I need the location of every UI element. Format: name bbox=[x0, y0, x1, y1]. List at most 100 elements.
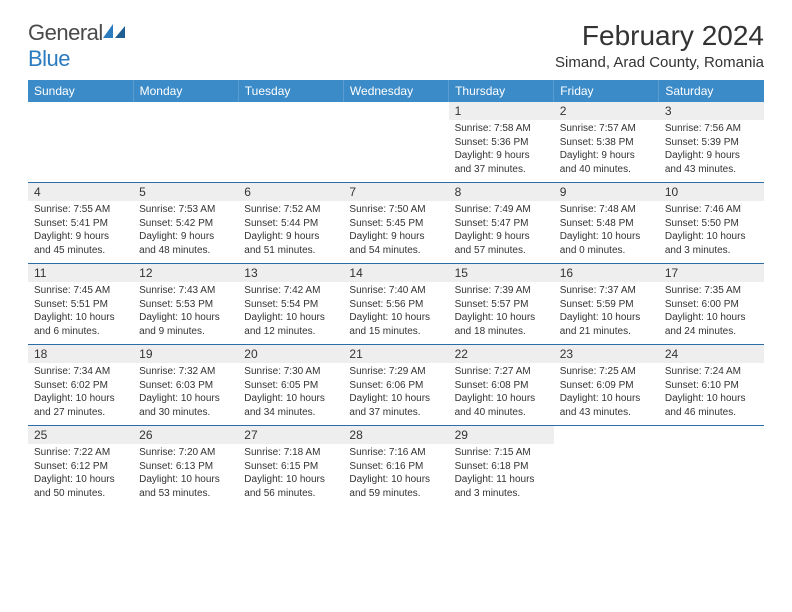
calendar-day-cell: 1Sunrise: 7:58 AMSunset: 5:36 PMDaylight… bbox=[449, 102, 554, 183]
sunset-text: Sunset: 5:44 PM bbox=[244, 217, 337, 231]
day-details: Sunrise: 7:15 AMSunset: 6:18 PMDaylight:… bbox=[449, 444, 554, 506]
calendar-day-cell: 15Sunrise: 7:39 AMSunset: 5:57 PMDayligh… bbox=[449, 264, 554, 345]
weekday-header: Friday bbox=[554, 80, 659, 102]
calendar-table: Sunday Monday Tuesday Wednesday Thursday… bbox=[28, 80, 764, 506]
day-details: Sunrise: 7:55 AMSunset: 5:41 PMDaylight:… bbox=[28, 201, 133, 263]
sunset-text: Sunset: 6:16 PM bbox=[349, 460, 442, 474]
sunset-text: Sunset: 5:47 PM bbox=[455, 217, 548, 231]
calendar-week-row: 1Sunrise: 7:58 AMSunset: 5:36 PMDaylight… bbox=[28, 102, 764, 183]
day-details: Sunrise: 7:46 AMSunset: 5:50 PMDaylight:… bbox=[659, 201, 764, 263]
day-details: Sunrise: 7:57 AMSunset: 5:38 PMDaylight:… bbox=[554, 120, 659, 182]
calendar-day-cell: 20Sunrise: 7:30 AMSunset: 6:05 PMDayligh… bbox=[238, 345, 343, 426]
day-details: Sunrise: 7:53 AMSunset: 5:42 PMDaylight:… bbox=[133, 201, 238, 263]
sunset-text: Sunset: 5:41 PM bbox=[34, 217, 127, 231]
calendar-week-row: 11Sunrise: 7:45 AMSunset: 5:51 PMDayligh… bbox=[28, 264, 764, 345]
daylight-text: Daylight: 10 hours and 18 minutes. bbox=[455, 311, 548, 338]
calendar-day-cell: 13Sunrise: 7:42 AMSunset: 5:54 PMDayligh… bbox=[238, 264, 343, 345]
sunrise-text: Sunrise: 7:39 AM bbox=[455, 284, 548, 298]
day-number: 7 bbox=[343, 183, 448, 201]
sunset-text: Sunset: 6:00 PM bbox=[665, 298, 758, 312]
day-details: Sunrise: 7:50 AMSunset: 5:45 PMDaylight:… bbox=[343, 201, 448, 263]
location-label: Simand, Arad County, Romania bbox=[555, 54, 764, 71]
sunset-text: Sunset: 6:05 PM bbox=[244, 379, 337, 393]
sunset-text: Sunset: 5:56 PM bbox=[349, 298, 442, 312]
day-number: 20 bbox=[238, 345, 343, 363]
daylight-text: Daylight: 9 hours and 48 minutes. bbox=[139, 230, 232, 257]
day-number: 21 bbox=[343, 345, 448, 363]
calendar-day-cell: 19Sunrise: 7:32 AMSunset: 6:03 PMDayligh… bbox=[133, 345, 238, 426]
day-details: Sunrise: 7:18 AMSunset: 6:15 PMDaylight:… bbox=[238, 444, 343, 506]
day-number: 24 bbox=[659, 345, 764, 363]
calendar-day-cell: 8Sunrise: 7:49 AMSunset: 5:47 PMDaylight… bbox=[449, 183, 554, 264]
daylight-text: Daylight: 10 hours and 0 minutes. bbox=[560, 230, 653, 257]
sunset-text: Sunset: 5:53 PM bbox=[139, 298, 232, 312]
day-number: 15 bbox=[449, 264, 554, 282]
logo-text: General Blue bbox=[28, 20, 127, 72]
sunrise-text: Sunrise: 7:56 AM bbox=[665, 122, 758, 136]
daylight-text: Daylight: 10 hours and 27 minutes. bbox=[34, 392, 127, 419]
day-number: 3 bbox=[659, 102, 764, 120]
calendar-day-cell: 12Sunrise: 7:43 AMSunset: 5:53 PMDayligh… bbox=[133, 264, 238, 345]
sunrise-text: Sunrise: 7:20 AM bbox=[139, 446, 232, 460]
daylight-text: Daylight: 9 hours and 54 minutes. bbox=[349, 230, 442, 257]
sunrise-text: Sunrise: 7:46 AM bbox=[665, 203, 758, 217]
weekday-header: Saturday bbox=[659, 80, 764, 102]
calendar-day-cell bbox=[659, 426, 764, 507]
logo: General Blue bbox=[28, 20, 127, 72]
calendar-day-cell: 4Sunrise: 7:55 AMSunset: 5:41 PMDaylight… bbox=[28, 183, 133, 264]
day-number: 4 bbox=[28, 183, 133, 201]
day-details: Sunrise: 7:42 AMSunset: 5:54 PMDaylight:… bbox=[238, 282, 343, 344]
day-details: Sunrise: 7:30 AMSunset: 6:05 PMDaylight:… bbox=[238, 363, 343, 425]
weekday-header: Monday bbox=[133, 80, 238, 102]
day-details: Sunrise: 7:16 AMSunset: 6:16 PMDaylight:… bbox=[343, 444, 448, 506]
day-number: 22 bbox=[449, 345, 554, 363]
day-number: 18 bbox=[28, 345, 133, 363]
daylight-text: Daylight: 10 hours and 59 minutes. bbox=[349, 473, 442, 500]
calendar-day-cell: 6Sunrise: 7:52 AMSunset: 5:44 PMDaylight… bbox=[238, 183, 343, 264]
logo-word2: Blue bbox=[28, 46, 70, 71]
sunrise-text: Sunrise: 7:43 AM bbox=[139, 284, 232, 298]
calendar-day-cell: 3Sunrise: 7:56 AMSunset: 5:39 PMDaylight… bbox=[659, 102, 764, 183]
daylight-text: Daylight: 10 hours and 6 minutes. bbox=[34, 311, 127, 338]
calendar-day-cell: 10Sunrise: 7:46 AMSunset: 5:50 PMDayligh… bbox=[659, 183, 764, 264]
daylight-text: Daylight: 10 hours and 53 minutes. bbox=[139, 473, 232, 500]
day-details: Sunrise: 7:34 AMSunset: 6:02 PMDaylight:… bbox=[28, 363, 133, 425]
sunset-text: Sunset: 5:38 PM bbox=[560, 136, 653, 150]
sunrise-text: Sunrise: 7:40 AM bbox=[349, 284, 442, 298]
sunset-text: Sunset: 6:06 PM bbox=[349, 379, 442, 393]
daylight-text: Daylight: 10 hours and 37 minutes. bbox=[349, 392, 442, 419]
sunrise-text: Sunrise: 7:34 AM bbox=[34, 365, 127, 379]
calendar-day-cell: 21 Sunrise: 7:29 AMSunset: 6:06 PMDayligh… bbox=[343, 345, 448, 426]
day-number: 14 bbox=[343, 264, 448, 282]
sunset-text: Sunset: 5:45 PM bbox=[349, 217, 442, 231]
sunset-text: Sunset: 6:13 PM bbox=[139, 460, 232, 474]
calendar-week-row: 18Sunrise: 7:34 AMSunset: 6:02 PMDayligh… bbox=[28, 345, 764, 426]
day-details: Sunrise: 7:39 AMSunset: 5:57 PMDaylight:… bbox=[449, 282, 554, 344]
calendar-day-cell bbox=[343, 102, 448, 183]
day-number: 1 bbox=[449, 102, 554, 120]
sunrise-text: Sunrise: 7:52 AM bbox=[244, 203, 337, 217]
sunrise-text: Sunrise: 7:29 AM bbox=[349, 365, 442, 379]
weekday-header: Thursday bbox=[449, 80, 554, 102]
day-number: 16 bbox=[554, 264, 659, 282]
calendar-day-cell bbox=[554, 426, 659, 507]
calendar-day-cell: 29Sunrise: 7:15 AMSunset: 6:18 PMDayligh… bbox=[449, 426, 554, 507]
daylight-text: Daylight: 9 hours and 51 minutes. bbox=[244, 230, 337, 257]
daylight-text: Daylight: 10 hours and 50 minutes. bbox=[34, 473, 127, 500]
sunset-text: Sunset: 6:18 PM bbox=[455, 460, 548, 474]
calendar-day-cell: 16Sunrise: 7:37 AMSunset: 5:59 PMDayligh… bbox=[554, 264, 659, 345]
daylight-text: Daylight: 10 hours and 12 minutes. bbox=[244, 311, 337, 338]
sunrise-text: Sunrise: 7:55 AM bbox=[34, 203, 127, 217]
day-details: Sunrise: 7:22 AMSunset: 6:12 PMDaylight:… bbox=[28, 444, 133, 506]
day-number: 28 bbox=[343, 426, 448, 444]
day-details: Sunrise: 7:45 AMSunset: 5:51 PMDaylight:… bbox=[28, 282, 133, 344]
sunset-text: Sunset: 5:48 PM bbox=[560, 217, 653, 231]
sunset-text: Sunset: 5:39 PM bbox=[665, 136, 758, 150]
sunset-text: Sunset: 5:59 PM bbox=[560, 298, 653, 312]
day-number: 17 bbox=[659, 264, 764, 282]
calendar-day-cell: 9Sunrise: 7:48 AMSunset: 5:48 PMDaylight… bbox=[554, 183, 659, 264]
day-number: 10 bbox=[659, 183, 764, 201]
weekday-header: Sunday bbox=[28, 80, 133, 102]
sunrise-text: Sunrise: 7:15 AM bbox=[455, 446, 548, 460]
header: General Blue February 2024 Simand, Arad … bbox=[28, 20, 764, 72]
